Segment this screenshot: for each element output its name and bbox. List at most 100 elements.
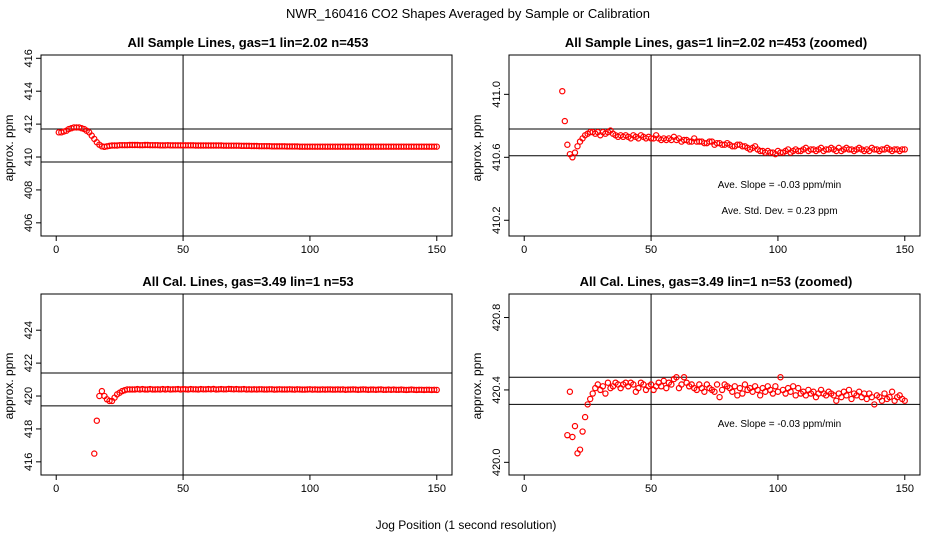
data-point (741, 381, 749, 388)
y-tick-label: 416 (23, 49, 35, 67)
panel-title: All Cal. Lines, gas=3.49 lin=1 n=53 (142, 274, 353, 289)
plot-frame (508, 54, 921, 237)
panel-sample-lines-zoomed: All Sample Lines, gas=1 lin=2.02 n=453 (… (470, 35, 921, 256)
y-tick-label: 408 (23, 181, 35, 199)
data-point (795, 384, 802, 392)
data-point (431, 143, 438, 150)
data-point (777, 374, 784, 381)
data-point (571, 422, 579, 430)
data-point (848, 395, 855, 403)
y-tick-label: 420.8 (491, 304, 503, 332)
data-point (106, 397, 113, 405)
data-point (739, 390, 746, 397)
data-point (718, 386, 726, 394)
data-point (98, 387, 106, 395)
data-point (581, 413, 589, 421)
data-point (660, 377, 667, 385)
data-point (663, 384, 670, 392)
y-tick-label: 410.6 (491, 144, 503, 172)
panel-title: All Cal. Lines, gas=3.49 lin=1 n=53 (zoo… (580, 274, 853, 289)
y-tick-label: 412 (23, 115, 35, 133)
data-point (433, 143, 440, 150)
data-point (706, 138, 713, 145)
data-point (843, 392, 850, 399)
y-tick-label: 410.2 (491, 206, 503, 234)
data-point (91, 450, 98, 457)
data-point (729, 388, 736, 395)
y-tick-label: 422 (23, 354, 35, 372)
y-tick-label: 411.0 (491, 81, 503, 108)
plot-frame (40, 293, 453, 476)
y-tick-label: 416 (23, 453, 35, 471)
panel-title: All Sample Lines, gas=1 lin=2.02 n=453 (… (565, 35, 867, 50)
data-point (604, 379, 612, 386)
data-point (647, 135, 655, 142)
annotation-text: Ave. Slope = -0.03 ppm/min (718, 180, 842, 191)
data-point (586, 395, 594, 403)
data-point (564, 431, 571, 439)
data-point (576, 446, 584, 453)
panel-cal-lines: All Cal. Lines, gas=3.49 lin=1 n=53 appr… (2, 274, 453, 495)
data-point (888, 388, 896, 395)
plot-frame (40, 54, 453, 237)
y-tick-label: 420.4 (491, 376, 503, 404)
y-tick-label: 420 (23, 387, 35, 405)
data-point (787, 388, 794, 395)
x-tick-label: 0 (521, 244, 527, 256)
x-tick-label: 100 (769, 483, 787, 495)
data-point (901, 397, 908, 404)
panel-cal-lines-zoomed: All Cal. Lines, gas=3.49 lin=1 n=53 (zoo… (470, 274, 921, 495)
x-tick-label: 50 (645, 244, 657, 256)
annotation-text: Ave. Std. Dev. = 0.23 ppm (721, 206, 837, 217)
data-point (901, 146, 908, 153)
annotation-text: Ave. Slope = -0.03 ppm/min (718, 419, 842, 430)
data-point (701, 388, 708, 395)
x-tick-label: 150 (896, 483, 914, 495)
data-point (599, 383, 607, 390)
data-point (602, 390, 609, 397)
data-point (579, 428, 586, 435)
data-point (734, 392, 741, 399)
data-point (833, 397, 840, 404)
data-point (881, 390, 888, 397)
data-point (433, 386, 440, 394)
y-tick-label: 424 (23, 321, 35, 339)
data-point (673, 374, 680, 381)
data-point (756, 392, 764, 399)
x-tick-label: 100 (769, 244, 787, 256)
data-point (716, 393, 723, 401)
data-point (871, 401, 878, 408)
data-point (431, 386, 438, 393)
data-point (569, 433, 576, 441)
data-point (863, 395, 870, 403)
data-point (713, 381, 721, 388)
y-axis-label: approx. ppm (2, 115, 16, 182)
data-point (789, 383, 797, 390)
data-point (569, 154, 576, 161)
y-axis-label: approx. ppm (470, 353, 484, 420)
x-tick-label: 0 (53, 483, 59, 495)
data-point (899, 146, 906, 153)
x-tick-label: 0 (521, 483, 527, 495)
data-point (93, 417, 101, 424)
annotations: Ave. Slope = -0.03 ppm/min Ave. Std. Dev.… (718, 180, 842, 217)
data-point (561, 117, 569, 125)
y-tick-label: 406 (23, 214, 35, 232)
y-tick-label: 410 (23, 148, 35, 166)
shared-x-axis-label: Jog Position (1 second resolution) (376, 518, 557, 532)
x-tick-label: 100 (301, 483, 319, 495)
panel-sample-lines: All Sample Lines, gas=1 lin=2.02 n=453 a… (2, 35, 453, 256)
x-tick-label: 50 (177, 483, 189, 495)
x-tick-label: 150 (428, 483, 446, 495)
data-point (680, 374, 688, 381)
y-axis-label: approx. ppm (470, 115, 484, 182)
annotations: Ave. Slope = -0.03 ppm/min (718, 419, 842, 430)
data-point (574, 143, 581, 150)
data-point (772, 383, 779, 390)
data-point (564, 141, 571, 148)
data-point (792, 392, 799, 399)
x-tick-label: 150 (896, 244, 914, 256)
x-tick-label: 50 (645, 483, 657, 495)
data-point (589, 390, 596, 397)
